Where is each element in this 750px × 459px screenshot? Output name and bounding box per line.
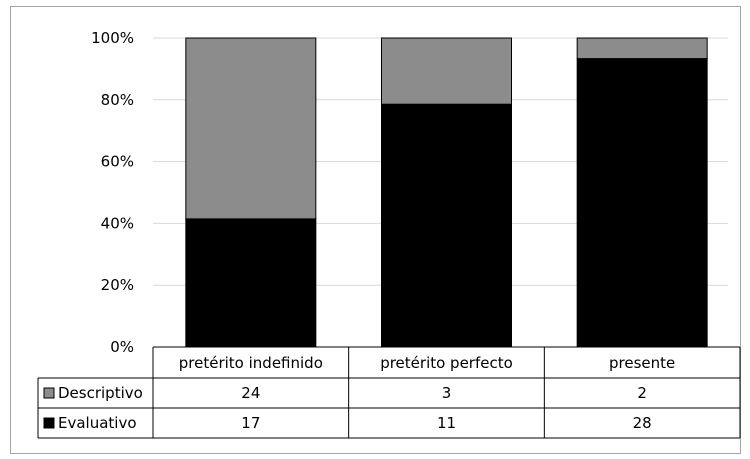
- y-tick-label: 80%: [101, 91, 134, 109]
- legend-key-evaluativo: [43, 417, 55, 429]
- y-tick-label: 40%: [101, 214, 134, 232]
- bar-segment-evaluativo: [381, 103, 512, 348]
- series-name: Evaluativo: [58, 414, 137, 432]
- y-tick-label: 60%: [101, 153, 134, 171]
- data-table-value: 11: [437, 414, 456, 432]
- category-label: presente: [609, 354, 675, 372]
- data-table-value: 24: [241, 384, 260, 402]
- bar-segment-descriptivo: [576, 37, 708, 60]
- data-table-value: 2: [637, 384, 647, 402]
- category-label: pretérito perfecto: [380, 354, 513, 372]
- y-tick-label: 100%: [91, 29, 134, 47]
- y-tick-label: 20%: [101, 276, 134, 294]
- y-tick-label: 0%: [110, 338, 134, 356]
- data-table-value: 17: [241, 414, 260, 432]
- bar-segment-evaluativo: [576, 58, 708, 348]
- bar-segment-descriptivo: [185, 37, 317, 220]
- category-label: pretérito indefinido: [179, 354, 323, 372]
- legend-key-descriptivo: [43, 387, 55, 399]
- data-table-value: 28: [633, 414, 652, 432]
- data-table-value: 3: [442, 384, 452, 402]
- series-name: Descriptivo: [58, 384, 143, 402]
- bar-segment-descriptivo: [381, 37, 512, 105]
- bar-segment-evaluativo: [185, 218, 317, 348]
